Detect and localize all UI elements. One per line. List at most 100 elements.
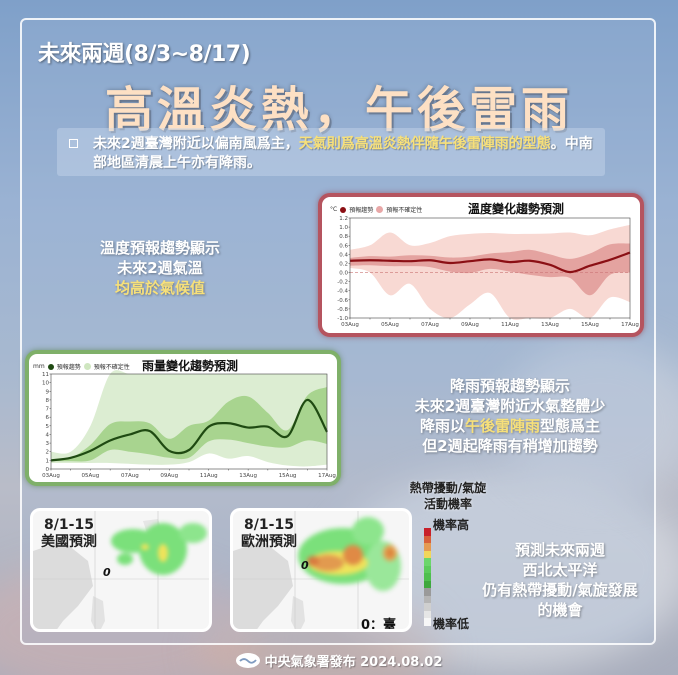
svg-text:1.0: 1.0 — [339, 225, 348, 231]
svg-text:05Aug: 05Aug — [381, 322, 399, 328]
taiwan-marker-key: 0：臺灣 — [361, 618, 397, 632]
tc-caption-line: 西北太平洋 — [522, 561, 598, 579]
probability-colorbar — [424, 528, 431, 626]
svg-text:6: 6 — [46, 415, 50, 421]
tc-legend-title-line: 活動機率 — [423, 497, 472, 511]
trend-legend-marker — [340, 206, 347, 213]
temperature-caption: 溫度預報趨勢顯示 未來2週氣溫 均高於氣候值 — [70, 238, 250, 298]
temperature-trend-chart: °C 預報趨勢 預報不確定性 溫度變化趨勢預測 1.2 1.0 0.8 0.6 0.4 0… — [318, 193, 644, 337]
tc-caption-line: 預測未來兩週 — [514, 541, 605, 559]
tc-legend-title: 熱帶擾動/氣旋 活動機率 — [398, 480, 498, 512]
svg-text:3: 3 — [46, 441, 50, 447]
temperature-plot: 1.2 1.0 0.8 0.6 0.4 0.2 0.0 -0.2 -0.4 -0.6 -0.8 -1.… — [337, 216, 639, 328]
publisher-date: 中央氣象署發布 2024.08.02 — [264, 655, 443, 670]
unit-label: °C — [330, 206, 338, 213]
svg-text:13Aug: 13Aug — [541, 322, 559, 328]
svg-text:-0.8: -0.8 — [337, 307, 348, 313]
svg-text:0.8: 0.8 — [339, 234, 348, 240]
svg-text:-0.4: -0.4 — [337, 289, 348, 295]
svg-text:15Aug: 15Aug — [279, 473, 297, 479]
svg-text:09Aug: 09Aug — [461, 322, 479, 328]
rainfall-caption-line: 但2週起降雨有稍增加趨勢 — [422, 437, 598, 455]
probability-low-label: 機率低 — [433, 617, 470, 631]
svg-text:0.2: 0.2 — [339, 261, 348, 267]
chart-title: 雨量變化趨勢預測 — [142, 359, 239, 373]
svg-text:0.4: 0.4 — [339, 252, 348, 258]
svg-text:11Aug: 11Aug — [501, 322, 519, 328]
cwa-logo-icon — [235, 653, 260, 668]
svg-text:7: 7 — [46, 407, 50, 413]
bullet-square-icon — [69, 139, 78, 148]
unit-label: mm — [33, 363, 45, 370]
svg-text:05Aug: 05Aug — [82, 473, 100, 479]
svg-text:5: 5 — [46, 424, 50, 430]
map-model: 歐洲預測 — [241, 534, 297, 550]
probability-high-label: 機率高 — [433, 518, 470, 532]
taiwan-marker: 0 — [301, 559, 309, 572]
chart-legend: °C 預報趨勢 預報不確定性 — [330, 205, 422, 214]
taiwan-marker: 0 — [103, 566, 111, 579]
svg-text:8: 8 — [46, 398, 50, 404]
chart-title: 溫度變化趨勢預測 — [468, 202, 565, 216]
rainfall-caption: 降雨預報趨勢顯示 未來2週臺灣附近水氣整體少 降雨以午後雷陣雨型態爲主 但2週起… — [360, 376, 660, 456]
svg-text:0.6: 0.6 — [339, 243, 348, 249]
legend-trend: 預報趨勢 — [56, 364, 81, 371]
trend-legend-marker — [47, 363, 54, 370]
map-label: 8/1-15 美國預測 — [41, 517, 97, 551]
svg-text:-0.6: -0.6 — [337, 298, 348, 304]
svg-text:17Aug: 17Aug — [621, 322, 639, 328]
svg-text:0: 0 — [46, 467, 50, 473]
temperature-caption-line: 未來2週氣溫 — [117, 259, 203, 277]
svg-text:17Aug: 17Aug — [318, 473, 336, 479]
tropical-cyclone-caption: 預測未來兩週 西北太平洋 仍有熱帶擾動/氣旋發展 的機會 — [470, 540, 650, 620]
map-model: 美國預測 — [41, 534, 97, 550]
summary-notice: 未來2週臺灣附近以偏南風爲主，天氣則爲高溫炎熱伴隨午後雷陣雨的型態。中南部地區清… — [57, 128, 605, 176]
svg-text:-0.2: -0.2 — [337, 280, 348, 286]
uncertainty-legend-marker — [376, 206, 384, 213]
notice-text-end: 。中南部地區清晨上午亦有降雨。 — [93, 136, 593, 171]
footer: 中央氣象署發布 2024.08.02 — [0, 651, 678, 670]
svg-text:13Aug: 13Aug — [239, 473, 257, 479]
rainfall-caption-line: 降雨以午後雷陣雨型態爲主 — [360, 416, 660, 436]
tc-caption-line: 仍有熱帶擾動/氣旋發展 — [482, 581, 638, 599]
rainfall-caption-highlight: 午後雷陣雨 — [464, 417, 540, 435]
text: 降雨以 — [419, 417, 465, 435]
notice-highlight: 天氣則爲高溫炎熱伴隨午後雷陣雨的型態 — [298, 136, 551, 152]
svg-text:9: 9 — [46, 389, 50, 395]
rainfall-trend-chart: mm 預報趨勢 預報不確定性 雨量變化趨勢預測 11 10 9 8 7 6 5 4 3 2 1 0 03… — [25, 350, 341, 486]
svg-text:2: 2 — [46, 450, 50, 456]
svg-text:-1.0: -1.0 — [337, 316, 348, 322]
us-model-map: 8/1-15 美國預測 0 — [30, 508, 212, 632]
svg-text:07Aug: 07Aug — [121, 473, 139, 479]
svg-text:1.2: 1.2 — [339, 216, 348, 222]
legend-uncertainty: 預報不確定性 — [93, 364, 130, 371]
uncertainty-legend-marker — [83, 363, 91, 370]
svg-text:15Aug: 15Aug — [581, 322, 599, 328]
svg-text:11: 11 — [42, 372, 49, 378]
map-background — [33, 511, 209, 629]
notice-text: 未來2週臺灣附近以偏南風爲主， — [93, 136, 299, 152]
legend-uncertainty: 預報不確定性 — [386, 207, 423, 214]
map-period: 8/1-15 — [244, 517, 294, 533]
map-label: 8/1-15 歐洲預測 — [241, 517, 297, 551]
chart-legend: mm 預報趨勢 預報不確定性 — [33, 362, 130, 371]
tc-caption-line: 的機會 — [537, 601, 583, 619]
map-background — [233, 511, 409, 629]
rainfall-caption-line: 未來2週臺灣附近水氣整體少 — [414, 397, 606, 415]
temperature-caption-highlight: 均高於氣候值 — [114, 279, 205, 297]
text: 型態爲主 — [540, 417, 601, 435]
map-period: 8/1-15 — [44, 517, 94, 533]
eu-model-map: 8/1-15 歐洲預測 0 0：臺灣 — [230, 508, 412, 632]
headline: 高溫炎熱，午後雷雨 — [104, 82, 573, 138]
svg-text:03Aug: 03Aug — [42, 473, 60, 479]
svg-text:09Aug: 09Aug — [160, 473, 178, 479]
legend-trend: 預報趨勢 — [349, 207, 374, 214]
temperature-caption-line: 溫度預報趨勢顯示 — [99, 239, 220, 257]
tc-legend-title-line: 熱帶擾動/氣旋 — [409, 481, 487, 495]
svg-text:10: 10 — [42, 381, 49, 387]
rainfall-caption-line: 降雨預報趨勢顯示 — [449, 377, 570, 395]
svg-text:07Aug: 07Aug — [421, 322, 439, 328]
svg-text:0.0: 0.0 — [339, 271, 348, 277]
svg-text:1: 1 — [46, 458, 50, 464]
